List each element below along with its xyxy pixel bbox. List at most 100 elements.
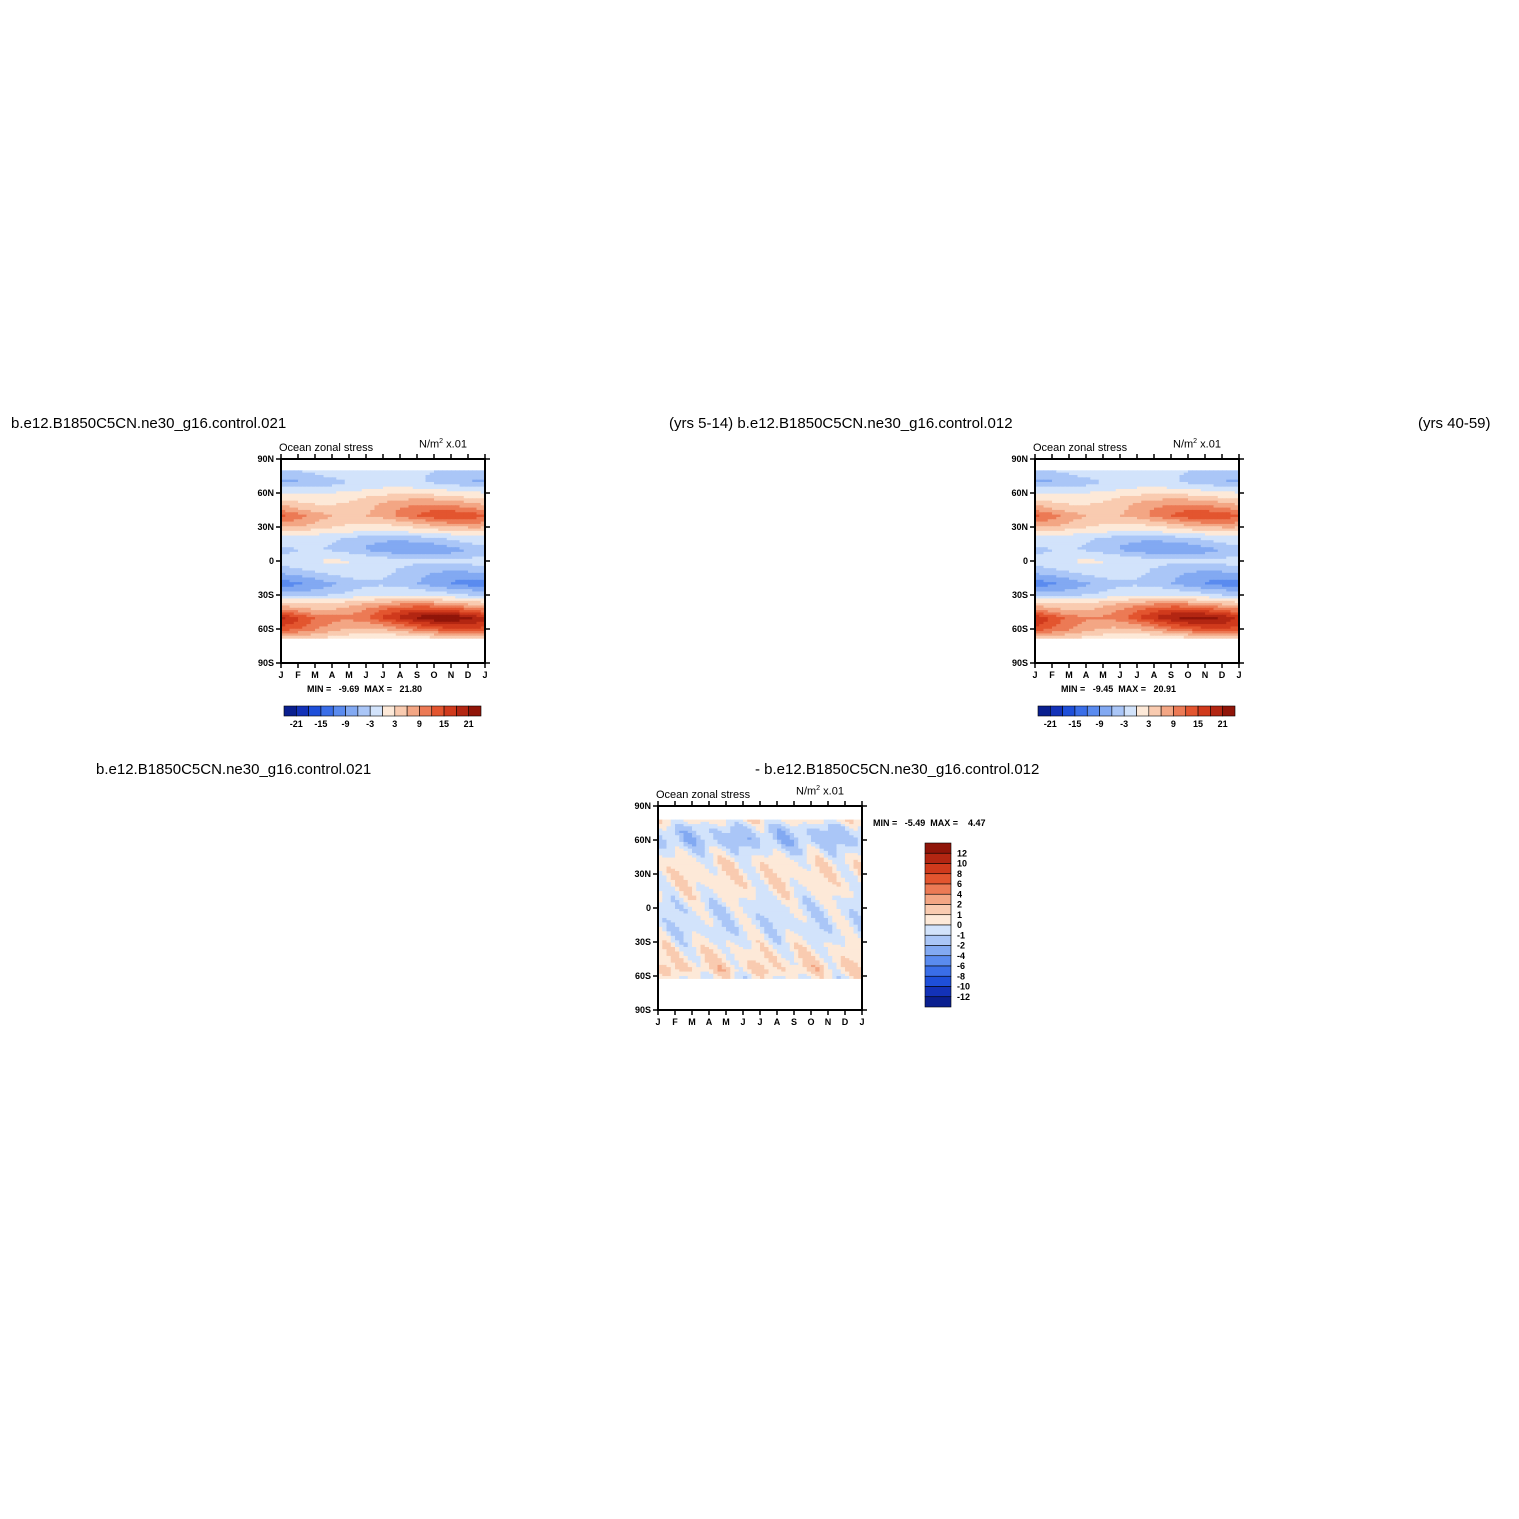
heatmap-cell <box>455 491 461 495</box>
heatmap-cell <box>459 502 465 506</box>
y-tick-label: 60N <box>257 488 274 498</box>
heatmap-cell <box>289 491 295 495</box>
heatmap-cell <box>336 495 342 499</box>
heatmap-cell <box>298 528 303 532</box>
heatmap-cell <box>285 474 291 478</box>
heatmap-cell <box>357 512 363 516</box>
heatmap-cell <box>476 495 482 499</box>
heatmap-cell <box>315 512 320 516</box>
heatmap-cell <box>323 479 329 483</box>
heatmap-cell <box>374 472 380 476</box>
heatmap-cell <box>446 470 452 474</box>
heatmap-cell <box>408 521 414 525</box>
heatmap-cell <box>446 535 452 539</box>
heatmap-cell <box>412 493 418 497</box>
heatmap-cell <box>408 526 414 530</box>
heatmap-cell <box>327 491 333 495</box>
heatmap-cell <box>421 488 427 492</box>
heatmap-cell <box>353 523 359 527</box>
heatmap-cell <box>451 495 456 499</box>
heatmap-cell <box>387 479 393 483</box>
heatmap-cell <box>429 530 435 534</box>
heatmap-cell <box>400 530 405 534</box>
heatmap-cell <box>332 523 337 527</box>
heatmap-cell <box>425 519 431 523</box>
heatmap-cell <box>298 523 303 527</box>
heatmap-cell <box>476 491 482 495</box>
heatmap-cell <box>289 537 295 541</box>
heatmap-cell <box>357 491 363 495</box>
heatmap-cell <box>395 484 401 488</box>
heatmap-cell <box>442 528 448 532</box>
heatmap-cell <box>395 519 401 523</box>
heatmap-cell <box>370 533 376 537</box>
colorbar-swatch <box>419 705 433 717</box>
heatmap-cell <box>289 500 295 504</box>
heatmap-cell <box>438 500 444 504</box>
heatmap-cell <box>344 533 350 537</box>
heatmap-cell <box>327 484 333 488</box>
heatmap-cell <box>349 509 354 513</box>
heatmap-cell <box>459 530 465 534</box>
heatmap-cell <box>387 498 393 502</box>
heatmap-cell <box>306 635 312 639</box>
heatmap-cell <box>417 488 422 492</box>
heatmap-cell <box>434 512 439 516</box>
heatmap-cell <box>349 537 354 541</box>
heatmap-cell <box>370 498 376 502</box>
heatmap-cell <box>298 498 303 502</box>
heatmap-cell <box>442 477 448 481</box>
heatmap-cell <box>387 472 393 476</box>
heatmap-cell <box>438 537 444 541</box>
heatmap-cell <box>442 500 448 504</box>
heatmap-cell <box>429 509 435 513</box>
heatmap-cell <box>446 533 452 537</box>
heatmap-cell <box>302 493 308 497</box>
heatmap-cell <box>446 498 452 502</box>
heatmap-cell <box>378 530 384 534</box>
heatmap-cell <box>459 491 465 495</box>
heatmap-cell <box>421 521 427 525</box>
panel-012-minmax: MIN = -9.45 MAX = 20.91 <box>1061 684 1177 694</box>
heatmap-cell <box>383 498 388 502</box>
colorbar-swatch <box>320 705 334 717</box>
heatmap-cell <box>349 535 354 539</box>
heatmap-cell <box>306 519 312 523</box>
heatmap-cell <box>332 512 337 516</box>
heatmap-cell <box>349 498 354 502</box>
heatmap-cell <box>468 493 473 497</box>
heatmap-cell <box>336 470 342 474</box>
heatmap-cell <box>319 540 325 544</box>
heatmap-cell <box>455 500 461 504</box>
heatmap-cell <box>404 521 410 525</box>
heatmap-cell <box>336 528 342 532</box>
heatmap-cell <box>476 526 482 530</box>
heatmap-cell <box>459 479 465 483</box>
heatmap-cell <box>383 530 388 534</box>
heatmap-cell <box>361 521 367 525</box>
heatmap-cell <box>404 491 410 495</box>
heatmap-cell <box>387 516 393 520</box>
heatmap-cell <box>289 498 295 502</box>
heatmap-cell <box>323 495 329 499</box>
heatmap-cell <box>455 502 461 506</box>
heatmap-cell <box>336 474 342 478</box>
heatmap-cell <box>429 477 435 481</box>
heatmap-cell <box>374 542 380 546</box>
heatmap-cell <box>289 533 295 537</box>
heatmap-cell <box>370 516 376 520</box>
heatmap-cell <box>349 523 354 527</box>
heatmap-cell <box>370 505 376 509</box>
heatmap-cell <box>336 521 342 525</box>
heatmap-cell <box>353 472 359 476</box>
heatmap-cell <box>349 514 354 518</box>
heatmap-cell <box>344 498 350 502</box>
x-tick-label: N <box>448 670 455 680</box>
heatmap-cell <box>387 526 393 530</box>
heatmap-cell <box>468 505 473 509</box>
heatmap-cell <box>480 530 486 534</box>
heatmap-cell <box>412 477 418 481</box>
heatmap-cell <box>357 505 363 509</box>
heatmap-cell <box>332 540 337 544</box>
